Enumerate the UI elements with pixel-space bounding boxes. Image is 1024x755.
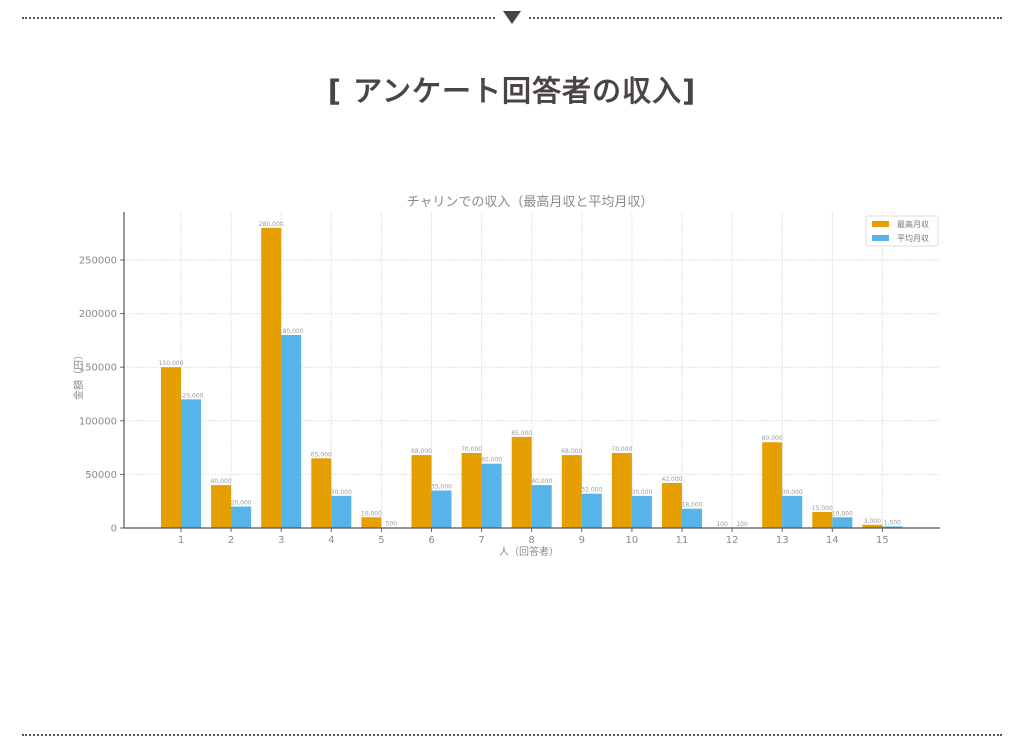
down-triangle-icon <box>503 11 521 24</box>
x-tick-label: 9 <box>579 535 585 546</box>
bar-avg-income <box>531 485 552 528</box>
bar-avg-income <box>431 490 452 528</box>
bar-value-label: 70,000 <box>611 446 632 453</box>
bar-max-income <box>762 442 783 528</box>
bar-value-label: 20,000 <box>231 500 252 507</box>
y-tick-label: 0 <box>111 524 117 535</box>
chart-legend: 最高月収 平均月収 <box>865 215 939 247</box>
bar-value-label: 30,000 <box>631 489 652 496</box>
legend-swatch-avg <box>872 235 889 241</box>
bar-avg-income <box>682 508 702 528</box>
bar-value-label: 40,000 <box>211 478 232 485</box>
bar-max-income <box>361 517 382 528</box>
legend-label-max: 最高月収 <box>897 219 929 229</box>
page-title: [ アンケート回答者の収入] <box>327 74 697 108</box>
bar-avg-income <box>631 495 652 528</box>
bar-value-label: 3,000 <box>864 518 881 525</box>
x-tick-label: 5 <box>378 535 384 546</box>
x-tick-label: 10 <box>626 535 639 546</box>
y-tick-label: 200000 <box>79 309 117 320</box>
bar-max-income <box>261 227 282 528</box>
legend-label-avg: 平均月収 <box>897 233 929 243</box>
bar-max-income <box>211 485 232 528</box>
bar-value-label: 180,000 <box>279 328 304 335</box>
bar-max-income <box>862 524 883 528</box>
x-tick-label: 15 <box>876 535 889 546</box>
bar-value-label: 15,000 <box>812 505 833 512</box>
bar-max-income <box>461 452 482 528</box>
bar-max-income <box>662 482 682 528</box>
bar-value-label: 32,000 <box>581 487 602 494</box>
y-tick-label: 50000 <box>85 470 117 481</box>
bar-value-label: 280,000 <box>259 221 284 228</box>
bar-max-income <box>411 455 432 528</box>
y-tick-label: 100000 <box>79 416 117 427</box>
bottom-divider <box>22 734 1002 736</box>
bar-value-label: 150,000 <box>159 360 184 367</box>
x-tick-label: 12 <box>726 535 739 546</box>
bar-value-label: 60,000 <box>481 457 502 464</box>
bar-value-label: 70,000 <box>461 446 482 453</box>
bar-max-income <box>161 367 181 528</box>
bar-value-label: 18,000 <box>682 502 703 509</box>
x-tick-label: 2 <box>228 535 234 546</box>
x-tick-label: 8 <box>529 535 535 546</box>
bar-value-label: 100 <box>736 521 748 528</box>
bar-value-label: 1,500 <box>884 519 901 526</box>
bar-value-label: 85,000 <box>511 430 532 437</box>
bar-value-label: 500 <box>386 520 398 527</box>
bar-avg-income <box>882 526 903 528</box>
bar-value-label: 10,000 <box>832 510 853 517</box>
bar-value-label: 80,000 <box>762 435 783 442</box>
bar-value-label: 40,000 <box>531 478 552 485</box>
bar-max-income <box>812 511 833 528</box>
bar-value-label: 10,000 <box>361 510 382 517</box>
x-tick-label: 14 <box>826 535 839 546</box>
bar-max-income <box>311 458 332 528</box>
value-labels: 150,000 40,000 280,000 65,000 10,000 68,000 70… <box>159 221 902 528</box>
x-axis-label: 人（回答者） <box>499 545 559 558</box>
bar-value-label: 35,000 <box>431 483 452 490</box>
bar-value-label: 30,000 <box>331 489 352 496</box>
bar-avg-income <box>281 335 302 528</box>
bar-avg-income <box>832 517 853 528</box>
bar-value-label: 100 <box>716 521 728 528</box>
bar-max-income <box>561 455 582 528</box>
x-tick-label: 1 <box>178 535 184 546</box>
y-tick-label: 250000 <box>79 256 117 267</box>
x-tick-label: 6 <box>428 535 434 546</box>
bar-value-label: 65,000 <box>311 451 332 458</box>
bar-value-label: 68,000 <box>561 448 582 455</box>
chart-title: チャリンでの収入（最高月収と平均月収） <box>407 194 654 210</box>
bar-avg-income <box>581 493 602 528</box>
x-tick-label: 7 <box>478 535 484 546</box>
y-tick-label: 150000 <box>79 363 117 374</box>
bar-value-label: 30,000 <box>782 489 803 496</box>
x-tick-label: 13 <box>776 535 789 546</box>
x-tick-label: 3 <box>278 535 284 546</box>
x-tick-label: 4 <box>328 535 334 546</box>
y-axis-label: 金額（円） <box>72 350 85 400</box>
bar-avg-income <box>231 506 252 528</box>
bar-value-label: 120,000 <box>179 392 204 399</box>
bar-value-label: 42,000 <box>662 476 683 483</box>
legend-swatch-max <box>872 221 889 227</box>
bar-avg-income <box>331 495 352 528</box>
chart-bars <box>161 227 903 529</box>
x-tick-label: 11 <box>676 535 689 546</box>
bar-avg-income <box>481 463 502 528</box>
bar-avg-income <box>782 495 803 528</box>
bar-value-label: 68,000 <box>411 448 432 455</box>
bar-max-income <box>611 452 632 528</box>
bar-avg-income <box>181 399 201 528</box>
bar-max-income <box>511 436 532 528</box>
